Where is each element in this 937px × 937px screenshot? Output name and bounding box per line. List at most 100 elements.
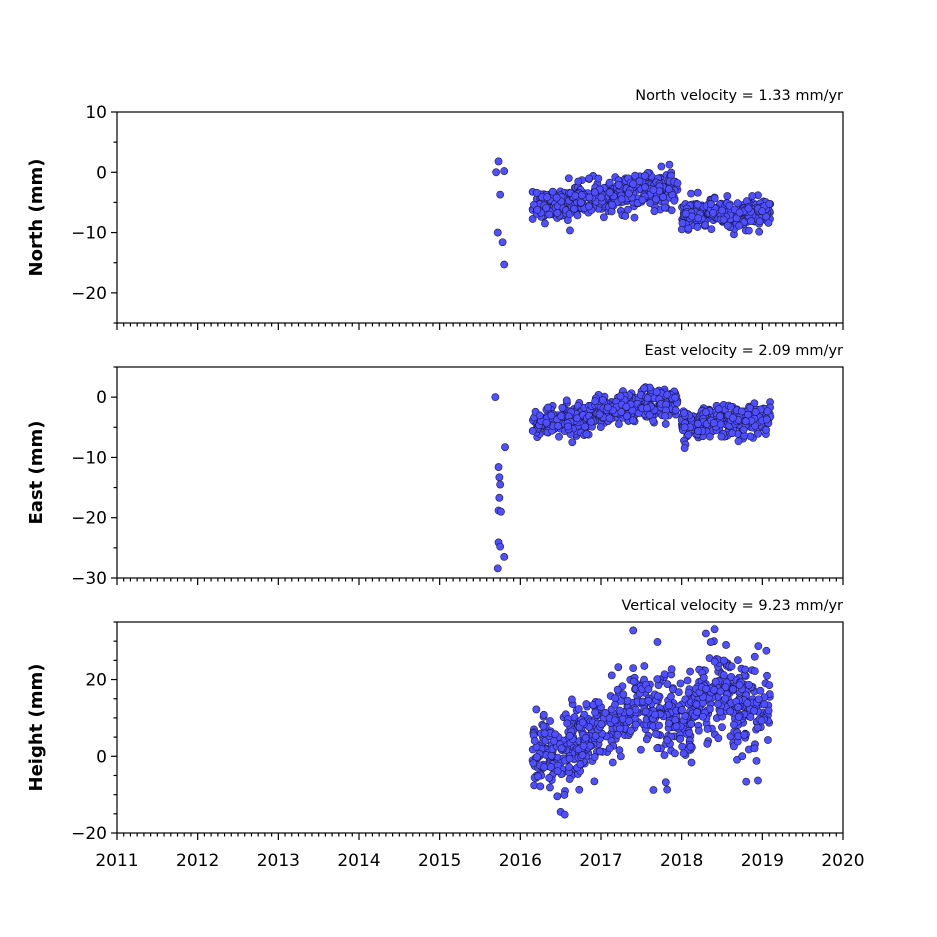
xtick-label: 2016 bbox=[499, 851, 542, 871]
east-data-point bbox=[542, 418, 551, 427]
height-data-point bbox=[611, 700, 619, 709]
east-data-point bbox=[680, 444, 689, 453]
east-data-point bbox=[645, 411, 654, 419]
height-data-point bbox=[546, 783, 554, 792]
height-data-point bbox=[611, 694, 620, 703]
east-data-point bbox=[598, 396, 607, 404]
north-ytick-label: −10 bbox=[71, 224, 107, 244]
height-data-point bbox=[546, 717, 554, 725]
xtick-label: 2012 bbox=[176, 851, 219, 871]
height-data-point bbox=[756, 686, 765, 695]
height-data-point bbox=[553, 767, 562, 776]
north-data-point bbox=[585, 202, 593, 211]
height-data-point bbox=[678, 706, 686, 714]
north-ylabel: North (mm) bbox=[26, 159, 47, 277]
height-data-point bbox=[616, 752, 625, 761]
east-data-point bbox=[705, 432, 714, 441]
height-data-point bbox=[742, 777, 751, 786]
east-data-point bbox=[661, 420, 670, 428]
north-data-point bbox=[605, 188, 614, 197]
east-data-point bbox=[693, 419, 702, 428]
east-data-point bbox=[581, 422, 589, 431]
north-data-point bbox=[566, 226, 574, 235]
east-data-point bbox=[763, 407, 772, 416]
height-data-point bbox=[687, 758, 696, 767]
east-data-point bbox=[762, 425, 771, 434]
height-data-point bbox=[734, 713, 743, 721]
north-data-point bbox=[543, 193, 551, 202]
east-data-point bbox=[726, 402, 735, 411]
height-data-point bbox=[678, 742, 687, 751]
north-data-point bbox=[498, 238, 507, 247]
north-data-point bbox=[599, 213, 608, 222]
height-data-point bbox=[713, 699, 722, 708]
height-data-point bbox=[743, 699, 752, 708]
north-data-point bbox=[545, 210, 554, 219]
height-data-point bbox=[685, 729, 694, 738]
height-data-point bbox=[565, 775, 574, 784]
height-data-point bbox=[651, 710, 659, 719]
north-data-point bbox=[707, 200, 715, 208]
height-data-point bbox=[672, 722, 681, 731]
east-data-point bbox=[501, 443, 509, 452]
height-data-point bbox=[710, 625, 719, 634]
east-data-point bbox=[564, 422, 572, 431]
north-data-point bbox=[574, 177, 583, 186]
east-data-point bbox=[605, 414, 614, 423]
east-data-point bbox=[595, 410, 604, 419]
east-data-points bbox=[491, 383, 775, 573]
height-data-point bbox=[565, 754, 574, 763]
height-data-point bbox=[615, 706, 624, 715]
panel-height: 20 0 −20 Height (mm) Vertical velocity = 9.2… bbox=[26, 598, 865, 871]
east-data-point bbox=[500, 553, 509, 561]
height-data-point bbox=[565, 763, 573, 771]
north-data-points bbox=[492, 157, 775, 269]
north-data-point bbox=[694, 214, 703, 223]
height-ytick-label: 0 bbox=[96, 747, 107, 767]
height-data-point bbox=[644, 685, 653, 694]
north-data-point bbox=[723, 192, 732, 200]
height-data-point bbox=[763, 671, 771, 680]
east-data-point bbox=[754, 429, 763, 438]
north-data-point bbox=[573, 211, 582, 220]
height-data-point bbox=[653, 675, 662, 684]
height-data-point bbox=[721, 694, 730, 703]
north-data-point bbox=[725, 201, 734, 210]
north-data-point bbox=[687, 189, 695, 198]
height-data-point bbox=[547, 751, 556, 760]
east-data-point bbox=[671, 393, 680, 402]
east-data-point bbox=[751, 408, 760, 416]
height-data-point bbox=[652, 730, 660, 738]
north-data-point bbox=[576, 198, 585, 207]
height-data-point bbox=[539, 722, 548, 731]
height-data-point bbox=[607, 671, 616, 680]
height-data-point bbox=[626, 726, 635, 735]
height-data-point bbox=[623, 696, 632, 705]
height-data-point bbox=[676, 734, 685, 743]
height-data-point bbox=[551, 730, 560, 739]
east-data-point bbox=[661, 412, 670, 420]
east-ytick-label: 0 bbox=[96, 388, 107, 408]
height-data-point bbox=[653, 692, 662, 701]
height-data-point bbox=[674, 688, 683, 696]
height-data-point bbox=[729, 685, 738, 694]
north-data-point bbox=[735, 208, 744, 217]
height-data-point bbox=[574, 705, 583, 713]
height-data-point bbox=[714, 734, 723, 743]
height-data-point bbox=[752, 756, 761, 765]
north-data-point bbox=[500, 167, 509, 175]
height-data-point bbox=[660, 670, 669, 679]
xtick-label: 2017 bbox=[579, 851, 622, 871]
east-data-point bbox=[495, 493, 504, 502]
height-data-point bbox=[750, 652, 759, 661]
north-data-point bbox=[641, 171, 649, 180]
height-data-point bbox=[545, 773, 554, 782]
north-data-point bbox=[701, 221, 710, 229]
height-data-point bbox=[581, 734, 590, 742]
east-data-point bbox=[762, 415, 771, 424]
height-velocity-title: Vertical velocity = 9.23 mm/yr bbox=[622, 598, 844, 614]
east-data-point bbox=[643, 394, 652, 403]
east-data-point bbox=[680, 409, 688, 418]
north-data-point bbox=[624, 189, 633, 198]
xtick-label: 2020 bbox=[821, 851, 864, 871]
